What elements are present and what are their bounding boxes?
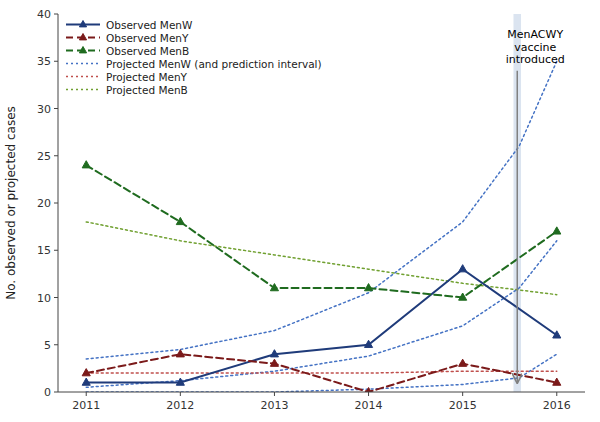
legend-label: Observed MenY	[106, 32, 189, 44]
chart-container: MenACWYvaccineintroduced 2011 2012 2013 2014…	[0, 0, 600, 422]
annotation: MenACWYvaccineintroduced	[506, 28, 565, 66]
legend-swatch	[66, 76, 100, 78]
x-tick	[274, 392, 275, 396]
point	[365, 284, 373, 291]
series-line	[86, 269, 557, 382]
x-tick-label: 2016	[543, 399, 571, 412]
legend-marker	[79, 34, 86, 40]
x-tick-label: 2015	[449, 399, 477, 412]
point	[270, 350, 278, 357]
legend: Observed MenWObserved MenYObserved MenBP…	[66, 19, 322, 96]
point	[270, 359, 278, 366]
series-line	[86, 371, 557, 373]
y-tick-label: 15	[37, 244, 51, 257]
point	[82, 378, 90, 385]
y-axis-label: No. observed or projected cases	[4, 106, 18, 300]
x-tick	[180, 392, 181, 396]
y-tick-label: 40	[37, 8, 51, 21]
y-tick-label: 30	[37, 103, 51, 116]
y-tick	[54, 108, 58, 109]
legend-label: Observed MenB	[106, 45, 189, 57]
y-tick	[54, 14, 58, 15]
interval-line	[86, 61, 557, 359]
legend-label: Projected MenW (and prediction interval)	[106, 58, 322, 70]
point	[459, 359, 467, 366]
series-line	[86, 222, 557, 295]
y-tick	[54, 203, 58, 204]
x-tick	[462, 392, 463, 396]
y-tick	[54, 392, 58, 393]
y-tick-label: 20	[37, 197, 51, 210]
point	[553, 227, 561, 234]
x-tick-label: 2012	[166, 399, 194, 412]
y-tick	[54, 297, 58, 298]
legend-swatch	[66, 63, 100, 65]
point	[365, 388, 373, 393]
y-tick	[54, 250, 58, 251]
point	[365, 340, 373, 347]
y-tick	[54, 344, 58, 345]
y-tick	[54, 61, 58, 62]
y-tick-label: 0	[44, 386, 51, 399]
point	[176, 350, 184, 357]
series-line	[86, 165, 557, 297]
legend-swatch	[66, 89, 100, 91]
vaccine-band	[513, 14, 521, 392]
series-line	[86, 354, 557, 392]
y-tick-label: 5	[44, 339, 51, 352]
point	[176, 378, 184, 385]
x-axis	[58, 392, 585, 393]
interval-line	[86, 354, 557, 392]
legend-marker	[79, 47, 86, 53]
y-tick-label: 10	[37, 292, 51, 305]
series-line	[86, 241, 557, 387]
y-tick	[54, 155, 58, 156]
point	[82, 369, 90, 376]
x-tick-label: 2013	[260, 399, 288, 412]
legend-label: Projected MenB	[106, 84, 188, 96]
point	[553, 378, 561, 385]
y-tick-label: 35	[37, 55, 51, 68]
point	[82, 161, 90, 168]
legend-marker	[79, 21, 86, 27]
point	[459, 293, 467, 300]
plot-area	[82, 14, 561, 392]
legend-label: Observed MenW	[106, 19, 193, 31]
x-tick-label: 2014	[355, 399, 383, 412]
point	[459, 265, 467, 272]
x-tick	[368, 392, 369, 396]
point	[553, 331, 561, 338]
x-tick	[556, 392, 557, 396]
y-tick-label: 25	[37, 150, 51, 163]
x-tick	[86, 392, 87, 396]
point	[270, 284, 278, 291]
legend-label: Projected MenY	[106, 71, 188, 83]
x-tick-label: 2011	[72, 399, 100, 412]
vaccine-arrow	[516, 71, 518, 383]
point	[176, 217, 184, 224]
chart: MenACWYvaccineintroduced 2011 2012 2013 2014…	[0, 0, 600, 422]
